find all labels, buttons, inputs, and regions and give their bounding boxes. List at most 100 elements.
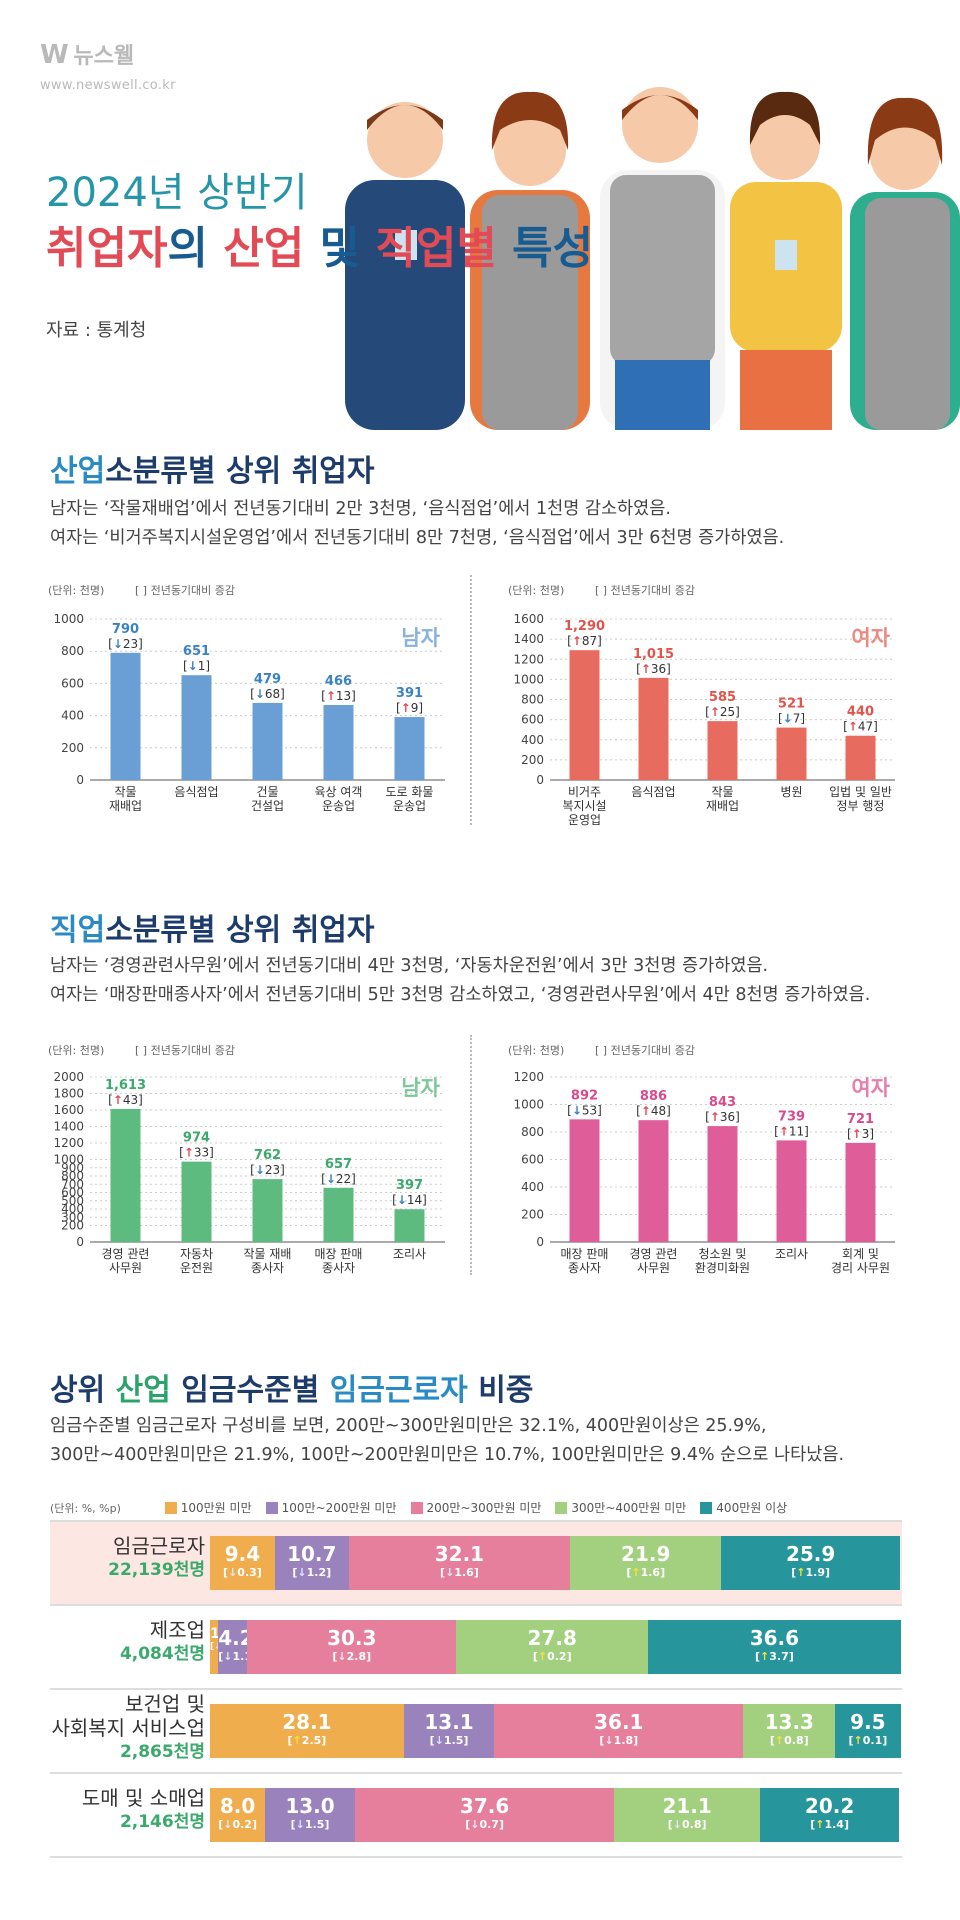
y-tick-label: 800 [61, 644, 84, 658]
section1-desc-line1: 남자는 ‘작물재배업’에서 전년동기대비 2만 3천명, ‘음식점업’에서 1천… [50, 495, 784, 524]
unit-label: (단위: 천명) [48, 583, 104, 597]
x-tick-label: 종사자 [322, 1261, 355, 1275]
bar-change-label: [↓23] [250, 1163, 285, 1177]
section2-desc-line2: 여자는 ‘매장판매종사자’에서 전년동기대비 5만 3천명 감소하였고, ‘경영… [50, 981, 870, 1010]
y-tick-label: 600 [61, 676, 84, 690]
x-tick-label: 정부 행정 [837, 798, 885, 813]
section3-title-part3: 임금수준별 [171, 1373, 330, 1408]
bar-value-label: 843 [709, 1095, 736, 1110]
title-word-and: 및 [304, 223, 375, 274]
change-note: [ ] 전년동기대비 증감 [595, 584, 695, 597]
x-tick-label: 비거주 [568, 785, 601, 799]
segment-change: [↑0.1] [835, 1734, 901, 1747]
x-tick-label: 입법 및 일반 [829, 785, 892, 799]
bar-value-label: 440 [847, 705, 874, 720]
section1-divider [470, 575, 472, 825]
y-tick-label: 200 [61, 741, 84, 755]
segment-value: 27.8 [456, 1626, 648, 1650]
y-tick-label: 1600 [53, 1103, 84, 1117]
wage-share-stacked-chart: 임금근로자22,139천명9.4[↓0.3]10.7[↓1.2]32.1[↓1.… [0, 1520, 960, 1870]
bar-value-label: 1,015 [633, 647, 674, 662]
newswell-logo[interactable]: W 뉴스웰 [40, 38, 134, 70]
y-tick-label: 200 [521, 1208, 544, 1222]
stacked-segment: 20.2[↑1.4] [760, 1788, 899, 1842]
x-tick-label: 작물 [711, 785, 733, 799]
section2-desc-line1: 남자는 ‘경영관련사무원’에서 전년동기대비 4만 3천명, ‘자동차운전원’에… [50, 952, 870, 981]
wage-row-count: 22,139천명 [50, 1558, 205, 1582]
x-tick-label: 조리사 [775, 1247, 808, 1261]
y-tick-label: 1200 [53, 1136, 84, 1150]
y-tick-label: 1400 [513, 632, 544, 646]
section2-title: 직업소분류별 상위 취업자 [50, 905, 375, 949]
y-tick-label: 0 [536, 773, 544, 787]
segment-value: 9.5 [835, 1710, 901, 1734]
segment-value: 9.4 [210, 1542, 275, 1566]
wage-row-label: 도매 및 소매업2,146천명 [50, 1786, 205, 1834]
legend-label: 300만~400만원 미만 [571, 1501, 686, 1515]
section1-title: 산업소분류별 상위 취업자 [50, 446, 375, 490]
segment-change: [↓1.5] [265, 1818, 355, 1831]
bar-value-label: 886 [640, 1089, 667, 1104]
segment-value: 8.0 [210, 1794, 265, 1818]
y-tick-label: 1200 [513, 652, 544, 666]
segment-value: 13.0 [265, 1794, 355, 1818]
segment-value: 37.6 [355, 1794, 614, 1818]
bar-value-label: 892 [571, 1088, 598, 1103]
bar-change-label: [↑43] [108, 1093, 143, 1107]
bar [253, 703, 283, 780]
industry-male-chart: (단위: 천명)[ ] 전년동기대비 증감남자02004006008001000… [40, 580, 460, 845]
bar-change-label: [↑13] [321, 689, 356, 703]
gender-label: 여자 [851, 626, 890, 650]
x-tick-label: 운영업 [568, 813, 601, 827]
bar [708, 1126, 738, 1242]
bar-value-label: 739 [778, 1109, 805, 1124]
segment-value: 30.3 [247, 1626, 456, 1650]
logo-url: www.newswell.co.kr [40, 78, 176, 93]
x-tick-label: 종사자 [251, 1261, 284, 1275]
title-word-occupation: 직업별 [375, 223, 496, 274]
legend-swatch [266, 1502, 278, 1514]
bar-value-label: 790 [112, 622, 139, 637]
change-note: [ ] 전년동기대비 증감 [135, 584, 235, 597]
stacked-segment: 9.4[↓0.3] [210, 1536, 275, 1590]
bar-value-label: 391 [396, 686, 423, 701]
stacked-bar: 1.2[↓0.1]4.2[↓1.1]30.3[↓2.8]27.8[↑0.2]36… [210, 1620, 900, 1674]
segment-change: [↑0.2] [456, 1650, 648, 1663]
legend-label: 400만원 이상 [716, 1501, 787, 1515]
segment-change: [↑3.7] [648, 1650, 901, 1663]
segment-value: 32.1 [349, 1542, 570, 1566]
title-word-of: 의 [167, 223, 223, 274]
x-tick-label: 회계 및 [842, 1247, 879, 1261]
wage-row-count: 2,865천명 [50, 1740, 205, 1764]
x-tick-label: 건설업 [251, 799, 284, 813]
source-note: 자료 : 통계청 [46, 316, 146, 342]
section3-title-part4: 임금근로자 [330, 1373, 468, 1408]
bar-change-label: [↑87] [567, 634, 602, 648]
stacked-segment: 10.7[↓1.2] [275, 1536, 349, 1590]
y-tick-label: 400 [521, 733, 544, 747]
bar-value-label: 521 [778, 697, 805, 712]
bar-value-label: 585 [709, 690, 736, 705]
segment-change: [↓1.6] [349, 1566, 570, 1579]
legend-item: 100만원 미만 [165, 1499, 252, 1516]
main-title-line2: 취업자의 산업 및 직업별 특성 [46, 212, 593, 276]
y-tick-label: 1200 [513, 1070, 544, 1084]
y-tick-label: 200 [521, 753, 544, 767]
segment-change: [↓0.1] [210, 1642, 218, 1652]
main-title-line1: 2024년 상반기 [46, 160, 308, 218]
gender-label: 남자 [401, 1076, 440, 1100]
x-tick-label: 환경미화원 [695, 1261, 750, 1275]
stacked-segment: 4.2[↓1.1] [218, 1620, 247, 1674]
y-tick-label: 600 [521, 713, 544, 727]
segment-value: 13.1 [404, 1710, 494, 1734]
stacked-segment: 37.6[↓0.7] [355, 1788, 614, 1842]
y-tick-label: 1000 [53, 1153, 84, 1167]
unit-label: (단위: 천명) [508, 1043, 564, 1057]
section3-title: 상위 산업 임금수준별 임금근로자 비중 [50, 1365, 533, 1409]
x-tick-label: 재배업 [706, 799, 739, 813]
bar-change-label: [↑3] [847, 1127, 874, 1141]
segment-value: 20.2 [760, 1794, 899, 1818]
y-tick-label: 1000 [513, 672, 544, 686]
bar [182, 1162, 212, 1242]
bar-change-label: [↑47] [843, 720, 878, 734]
